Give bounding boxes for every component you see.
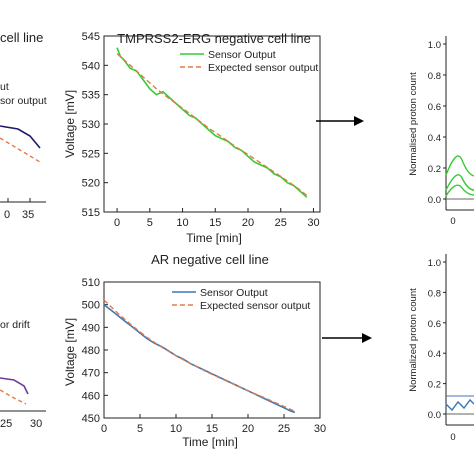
- chart-tmprss2-legend: Sensor Output Expected sensor output: [180, 49, 318, 74]
- series-line-ar-0: [103, 304, 296, 414]
- arrow-bottom: [322, 333, 372, 343]
- series-line-tmprss2-1: [116, 53, 308, 197]
- y-tick-label-right-bottom-4: 0.8: [428, 288, 441, 299]
- left-bottom-expected-line: [0, 389, 27, 405]
- x-tick-label-ar-6: 30: [314, 423, 326, 435]
- x-tick-label-ar-3: 15: [206, 423, 218, 435]
- chart-ar-title: AR negative cell line: [151, 252, 269, 267]
- y-tick-label-right-top-4: 0.8: [428, 71, 441, 82]
- chart-right-top-ylabel: Normalised proton count: [408, 72, 419, 176]
- chart-tmprss2-ticks: 0 5 10 15 20 25 30 515 520 525 530 535 540 545: [82, 31, 320, 229]
- y-tick-label-ar-6: 510: [82, 277, 100, 289]
- x-tick-label-ar-1: 5: [137, 423, 143, 435]
- left-bottom-tick-label-30: 30: [30, 418, 42, 430]
- y-tick-label-right-bottom-5: 1.0: [428, 258, 441, 269]
- y-tick-label-ar-3: 480: [82, 345, 100, 357]
- y-tick-label-right-top-3: 0.6: [428, 102, 441, 113]
- chart-ar-series: [103, 299, 296, 414]
- chart-right-bottom-curve-1: [445, 398, 474, 412]
- y-tick-label-right-bottom-1: 0.2: [428, 380, 441, 391]
- chart-ar-ylabel: Voltage [mV]: [63, 318, 77, 386]
- arrow-bottom-head: [362, 333, 372, 343]
- series-line-tmprss2-0: [116, 47, 308, 198]
- x-tick-label-right-bottom-0: 0: [450, 432, 455, 443]
- y-tick-label-ar-4: 490: [82, 322, 100, 334]
- chart-ar-legend: Sensor Output Expected sensor output: [172, 287, 310, 312]
- chart-right-top-curve-1: [445, 155, 474, 177]
- y-tick-label-right-bottom-3: 0.6: [428, 319, 441, 330]
- x-tick-label-tmprss2-4: 20: [242, 217, 254, 229]
- left-top-title: cell line: [0, 30, 43, 45]
- y-tick-label-right-top-1: 0.2: [428, 164, 441, 175]
- left-bottom-sensor-line: [0, 377, 29, 395]
- y-tick-label-right-bottom-2: 0.4: [428, 349, 441, 360]
- y-tick-label-tmprss2-4: 535: [82, 90, 100, 102]
- left-top-fragment: cell line ut sor output 0 35: [0, 30, 47, 221]
- x-tick-label-tmprss2-1: 5: [147, 217, 153, 229]
- chart-right-top-ticks: 0.0 0.2 0.4 0.6 0.8 1.0 0: [428, 40, 456, 227]
- series-line-ar-1: [103, 299, 296, 412]
- arrow-top: [316, 116, 364, 126]
- y-tick-label-right-top-0: 0.0: [428, 195, 441, 206]
- y-tick-label-tmprss2-5: 540: [82, 60, 100, 72]
- left-top-tick-label-0: 0: [4, 209, 10, 221]
- x-tick-label-ar-2: 10: [170, 423, 182, 435]
- y-tick-label-ar-0: 450: [82, 413, 100, 425]
- left-top-legend-2: sor output: [0, 95, 47, 107]
- chart-tmprss2-title: TMPRSS2-ERG negative cell line: [117, 31, 311, 46]
- y-tick-label-ar-1: 460: [82, 390, 100, 402]
- chart-right-bottom-ylabel: Normalized proton count: [408, 288, 419, 392]
- chart-tmprss2-ylabel: Voltage [mV]: [63, 90, 77, 158]
- y-tick-label-tmprss2-6: 545: [82, 31, 100, 43]
- left-top-legend-1: ut: [0, 81, 9, 93]
- y-tick-label-tmprss2-1: 520: [82, 178, 100, 190]
- left-top-expected-line: [0, 137, 41, 163]
- y-tick-label-tmprss2-0: 515: [82, 207, 100, 219]
- y-tick-label-right-bottom-0: 0.0: [428, 410, 441, 421]
- chart-ar-negative: AR negative cell line 0 5 10 15 20 25 30450460…: [63, 252, 326, 449]
- y-tick-label-right-top-5: 1.0: [428, 40, 441, 51]
- left-bottom-tick-label-25: 25: [0, 418, 12, 430]
- chart-right-top-curve-2: [445, 174, 474, 191]
- legend-label-sensor: Sensor Output: [200, 287, 268, 299]
- y-tick-label-right-top-2: 0.4: [428, 133, 441, 144]
- left-top-sensor-line: [0, 125, 41, 149]
- x-tick-label-ar-0: 0: [101, 423, 107, 435]
- y-tick-label-ar-2: 470: [82, 368, 100, 380]
- y-tick-label-ar-5: 500: [82, 300, 100, 312]
- legend-label-expected: Expected sensor output: [200, 300, 310, 312]
- chart-ar-xlabel: Time [min]: [182, 435, 238, 449]
- legend-label-expected: Expected sensor output: [208, 62, 318, 74]
- x-tick-label-tmprss2-5: 25: [275, 217, 287, 229]
- left-bottom-legend: or drift: [0, 319, 30, 331]
- x-tick-label-tmprss2-0: 0: [114, 217, 120, 229]
- chart-right-bottom: 0.0 0.2 0.4 0.6 0.8 1.0 0 Normalized proton co…: [408, 254, 474, 443]
- arrow-top-head: [354, 116, 364, 126]
- chart-tmprss2-xlabel: Time [min]: [186, 231, 242, 245]
- chart-right-bottom-ticks: 0.0 0.2 0.4 0.6 0.8 1.0 0: [428, 258, 456, 443]
- x-tick-label-ar-5: 25: [278, 423, 290, 435]
- x-tick-label-tmprss2-2: 10: [176, 217, 188, 229]
- left-top-tick-label-35: 35: [22, 209, 34, 221]
- x-tick-label-tmprss2-6: 30: [307, 217, 319, 229]
- x-tick-label-ar-4: 20: [242, 423, 254, 435]
- y-tick-label-tmprss2-2: 525: [82, 148, 100, 160]
- x-tick-label-tmprss2-3: 15: [209, 217, 221, 229]
- chart-tmprss2-series: [116, 47, 308, 198]
- chart-right-top-curve-3: [445, 184, 474, 197]
- legend-label-sensor: Sensor Output: [208, 49, 276, 61]
- x-tick-label-right-top-0: 0: [450, 216, 455, 227]
- y-tick-label-tmprss2-3: 530: [82, 119, 100, 131]
- left-bottom-fragment: or drift 25 30: [0, 319, 46, 430]
- chart-tmprss2: TMPRSS2-ERG negative cell line 0 5 10 15 20 2…: [63, 31, 321, 245]
- chart-right-top: 0.0 0.2 0.4 0.6 0.8 1.0 0 Normalised proton co…: [408, 36, 474, 227]
